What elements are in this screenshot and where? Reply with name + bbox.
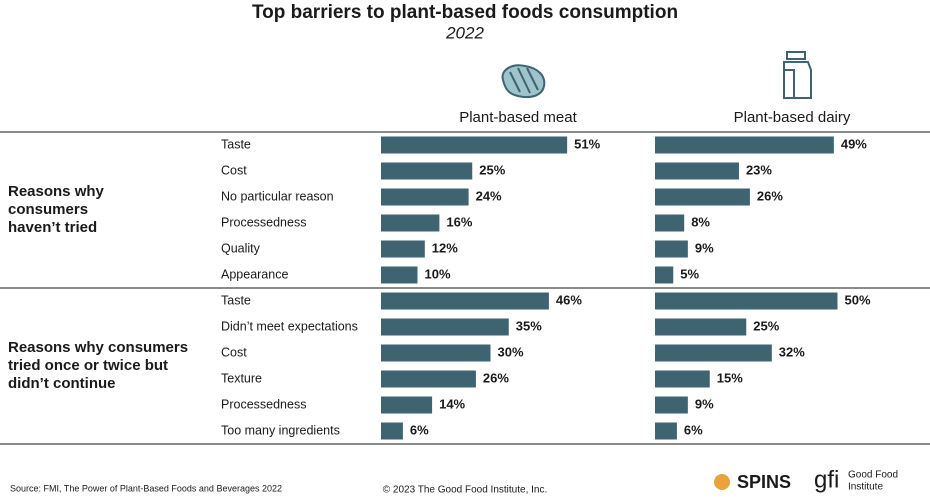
value-label: 23% bbox=[746, 162, 772, 177]
value-label: 8% bbox=[691, 214, 710, 229]
value-label: 14% bbox=[439, 396, 465, 411]
group-label: Reasons why consumers haven’t tried bbox=[8, 183, 104, 236]
bar bbox=[381, 422, 403, 440]
steak-icon bbox=[501, 64, 546, 99]
value-label: 6% bbox=[410, 422, 429, 437]
value-label: 24% bbox=[476, 188, 502, 203]
bar bbox=[655, 396, 688, 414]
bar bbox=[655, 188, 750, 206]
bar bbox=[381, 292, 549, 310]
value-label: 26% bbox=[483, 370, 509, 385]
category-label: No particular reason bbox=[221, 189, 334, 203]
value-label: 35% bbox=[516, 318, 542, 333]
logo: gfi bbox=[814, 466, 839, 493]
logo: Good Food bbox=[848, 470, 898, 481]
value-label: 46% bbox=[556, 292, 582, 307]
category-label: Texture bbox=[221, 371, 262, 385]
chart-title: Top barriers to plant-based foods consum… bbox=[252, 2, 678, 23]
value-label: 9% bbox=[695, 396, 714, 411]
category-label: Appearance bbox=[221, 267, 288, 281]
bar bbox=[381, 188, 469, 206]
bar bbox=[655, 370, 710, 388]
category-label: Processedness bbox=[221, 215, 306, 229]
value-label: 25% bbox=[753, 318, 779, 333]
logo: SPINS bbox=[737, 472, 791, 492]
value-label: 50% bbox=[845, 292, 871, 307]
category-label: Taste bbox=[221, 137, 251, 151]
value-label: 5% bbox=[680, 266, 699, 281]
column-header: Plant-based meat bbox=[459, 109, 577, 126]
value-label: 25% bbox=[479, 162, 505, 177]
value-label: 6% bbox=[684, 422, 703, 437]
bar bbox=[381, 370, 476, 388]
column-header: Plant-based dairy bbox=[734, 109, 851, 126]
bar bbox=[655, 344, 772, 362]
bar bbox=[381, 162, 473, 180]
chart-subtitle: 2022 bbox=[445, 23, 484, 42]
category-label: Processedness bbox=[221, 397, 306, 411]
value-label: 51% bbox=[574, 136, 600, 151]
logo: Institute bbox=[848, 482, 883, 493]
category-label: Too many ingredients bbox=[221, 423, 340, 437]
bar bbox=[655, 162, 739, 180]
value-label: 15% bbox=[717, 370, 743, 385]
bar bbox=[655, 422, 677, 440]
bar bbox=[381, 266, 418, 284]
category-label: Didn’t meet expectations bbox=[221, 319, 358, 333]
bar bbox=[655, 292, 838, 310]
copyright: © 2023 The Good Food Institute, Inc. bbox=[383, 485, 548, 496]
value-label: 16% bbox=[446, 214, 472, 229]
bar bbox=[381, 214, 440, 232]
value-label: 49% bbox=[841, 136, 867, 151]
bar bbox=[655, 214, 685, 232]
source: Source: FMI, The Power of Plant-Based Fo… bbox=[10, 483, 282, 493]
bar bbox=[655, 240, 688, 258]
category-label: Taste bbox=[221, 293, 251, 307]
value-label: 12% bbox=[432, 240, 458, 255]
category-label: Cost bbox=[221, 345, 247, 359]
milk-icon bbox=[783, 51, 812, 99]
spins-icon bbox=[714, 474, 730, 490]
bar bbox=[655, 136, 834, 154]
category-label: Cost bbox=[221, 163, 247, 177]
bar bbox=[381, 396, 433, 414]
value-label: 30% bbox=[498, 344, 524, 359]
value-label: 9% bbox=[695, 240, 714, 255]
bar bbox=[381, 136, 568, 154]
bar bbox=[381, 240, 425, 258]
value-label: 26% bbox=[757, 188, 783, 203]
bar bbox=[655, 318, 747, 336]
value-label: 32% bbox=[779, 344, 805, 359]
category-label: Quality bbox=[221, 241, 261, 255]
value-label: 10% bbox=[425, 266, 451, 281]
group-label: Reasons why consumers tried once or twic… bbox=[8, 339, 189, 392]
bar bbox=[381, 318, 509, 336]
bar bbox=[655, 266, 674, 284]
bar bbox=[381, 344, 491, 362]
